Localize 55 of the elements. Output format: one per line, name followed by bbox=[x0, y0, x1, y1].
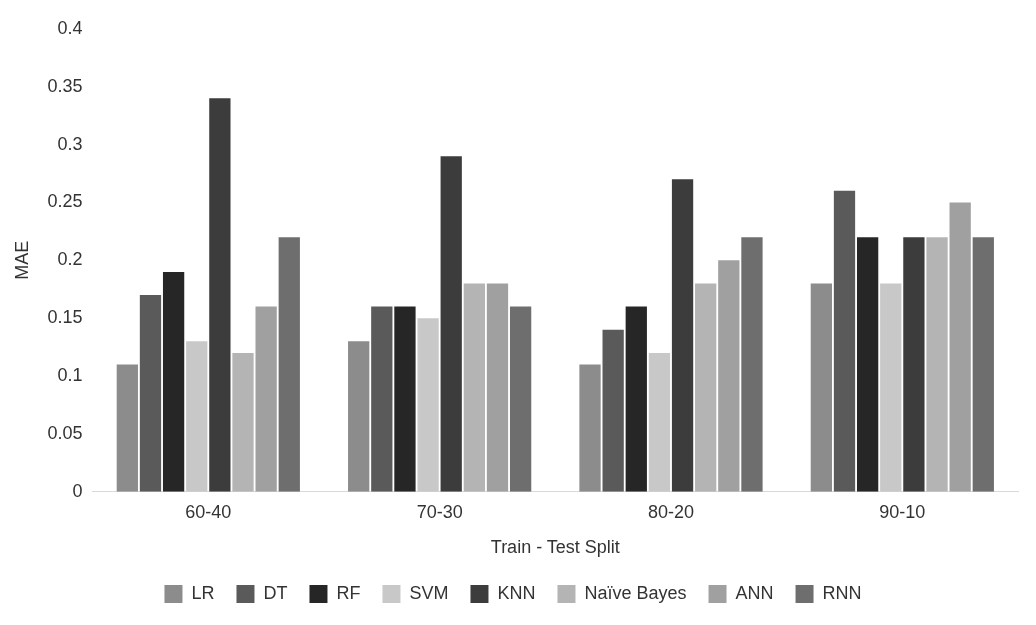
y-tick-label: 0 bbox=[72, 480, 83, 501]
bar bbox=[718, 260, 740, 492]
bar bbox=[741, 237, 763, 492]
y-tick-label: 0.15 bbox=[47, 307, 83, 328]
x-tick-label: 70-30 bbox=[416, 501, 463, 522]
legend-label: Naïve Bayes bbox=[584, 582, 687, 603]
x-tick-label: 80-20 bbox=[647, 501, 695, 522]
legend-label: LR bbox=[191, 582, 215, 603]
y-axis-title: MAE bbox=[11, 240, 32, 280]
bar bbox=[394, 306, 416, 492]
y-tick-label: 0.25 bbox=[47, 191, 83, 212]
bar bbox=[371, 306, 393, 492]
bar bbox=[232, 352, 254, 492]
bar bbox=[186, 341, 208, 492]
bar bbox=[417, 318, 439, 492]
bar bbox=[695, 283, 717, 492]
bar bbox=[926, 237, 948, 492]
legend-label: KNN bbox=[497, 582, 536, 603]
y-tick-label: 0.2 bbox=[57, 249, 83, 270]
y-tick-label: 0.4 bbox=[57, 17, 83, 38]
x-axis-title: Train - Test Split bbox=[490, 537, 620, 558]
bar bbox=[602, 329, 624, 492]
bar bbox=[972, 237, 994, 492]
x-tick-label: 90-10 bbox=[879, 501, 926, 522]
bar bbox=[348, 341, 370, 492]
bar bbox=[209, 98, 231, 492]
legend-label: DT bbox=[263, 582, 288, 603]
bar bbox=[579, 364, 601, 492]
bar bbox=[880, 283, 902, 492]
bar bbox=[671, 179, 694, 492]
bar bbox=[648, 352, 671, 492]
bar bbox=[255, 306, 277, 492]
bar bbox=[509, 306, 532, 492]
bar bbox=[810, 283, 832, 492]
bar bbox=[440, 156, 462, 492]
bar bbox=[833, 190, 856, 492]
bar bbox=[162, 271, 185, 492]
legend-label: RNN bbox=[822, 582, 862, 603]
legend-label: ANN bbox=[735, 582, 774, 603]
bar bbox=[116, 364, 138, 492]
bar bbox=[139, 295, 162, 492]
y-tick-label: 0.05 bbox=[47, 422, 83, 443]
y-tick-label: 0.1 bbox=[57, 365, 83, 386]
y-tick-label: 0.35 bbox=[47, 75, 83, 96]
x-tick-label: 60-40 bbox=[185, 501, 232, 522]
bar bbox=[856, 237, 879, 492]
bar bbox=[903, 237, 925, 492]
bar bbox=[486, 283, 509, 492]
y-tick-label: 0.3 bbox=[57, 133, 83, 154]
legend-label: RF bbox=[336, 582, 361, 603]
legend-label: SVM bbox=[409, 582, 449, 603]
bar bbox=[463, 283, 485, 492]
bar bbox=[278, 237, 300, 492]
bar bbox=[625, 306, 647, 492]
bar bbox=[949, 202, 971, 492]
